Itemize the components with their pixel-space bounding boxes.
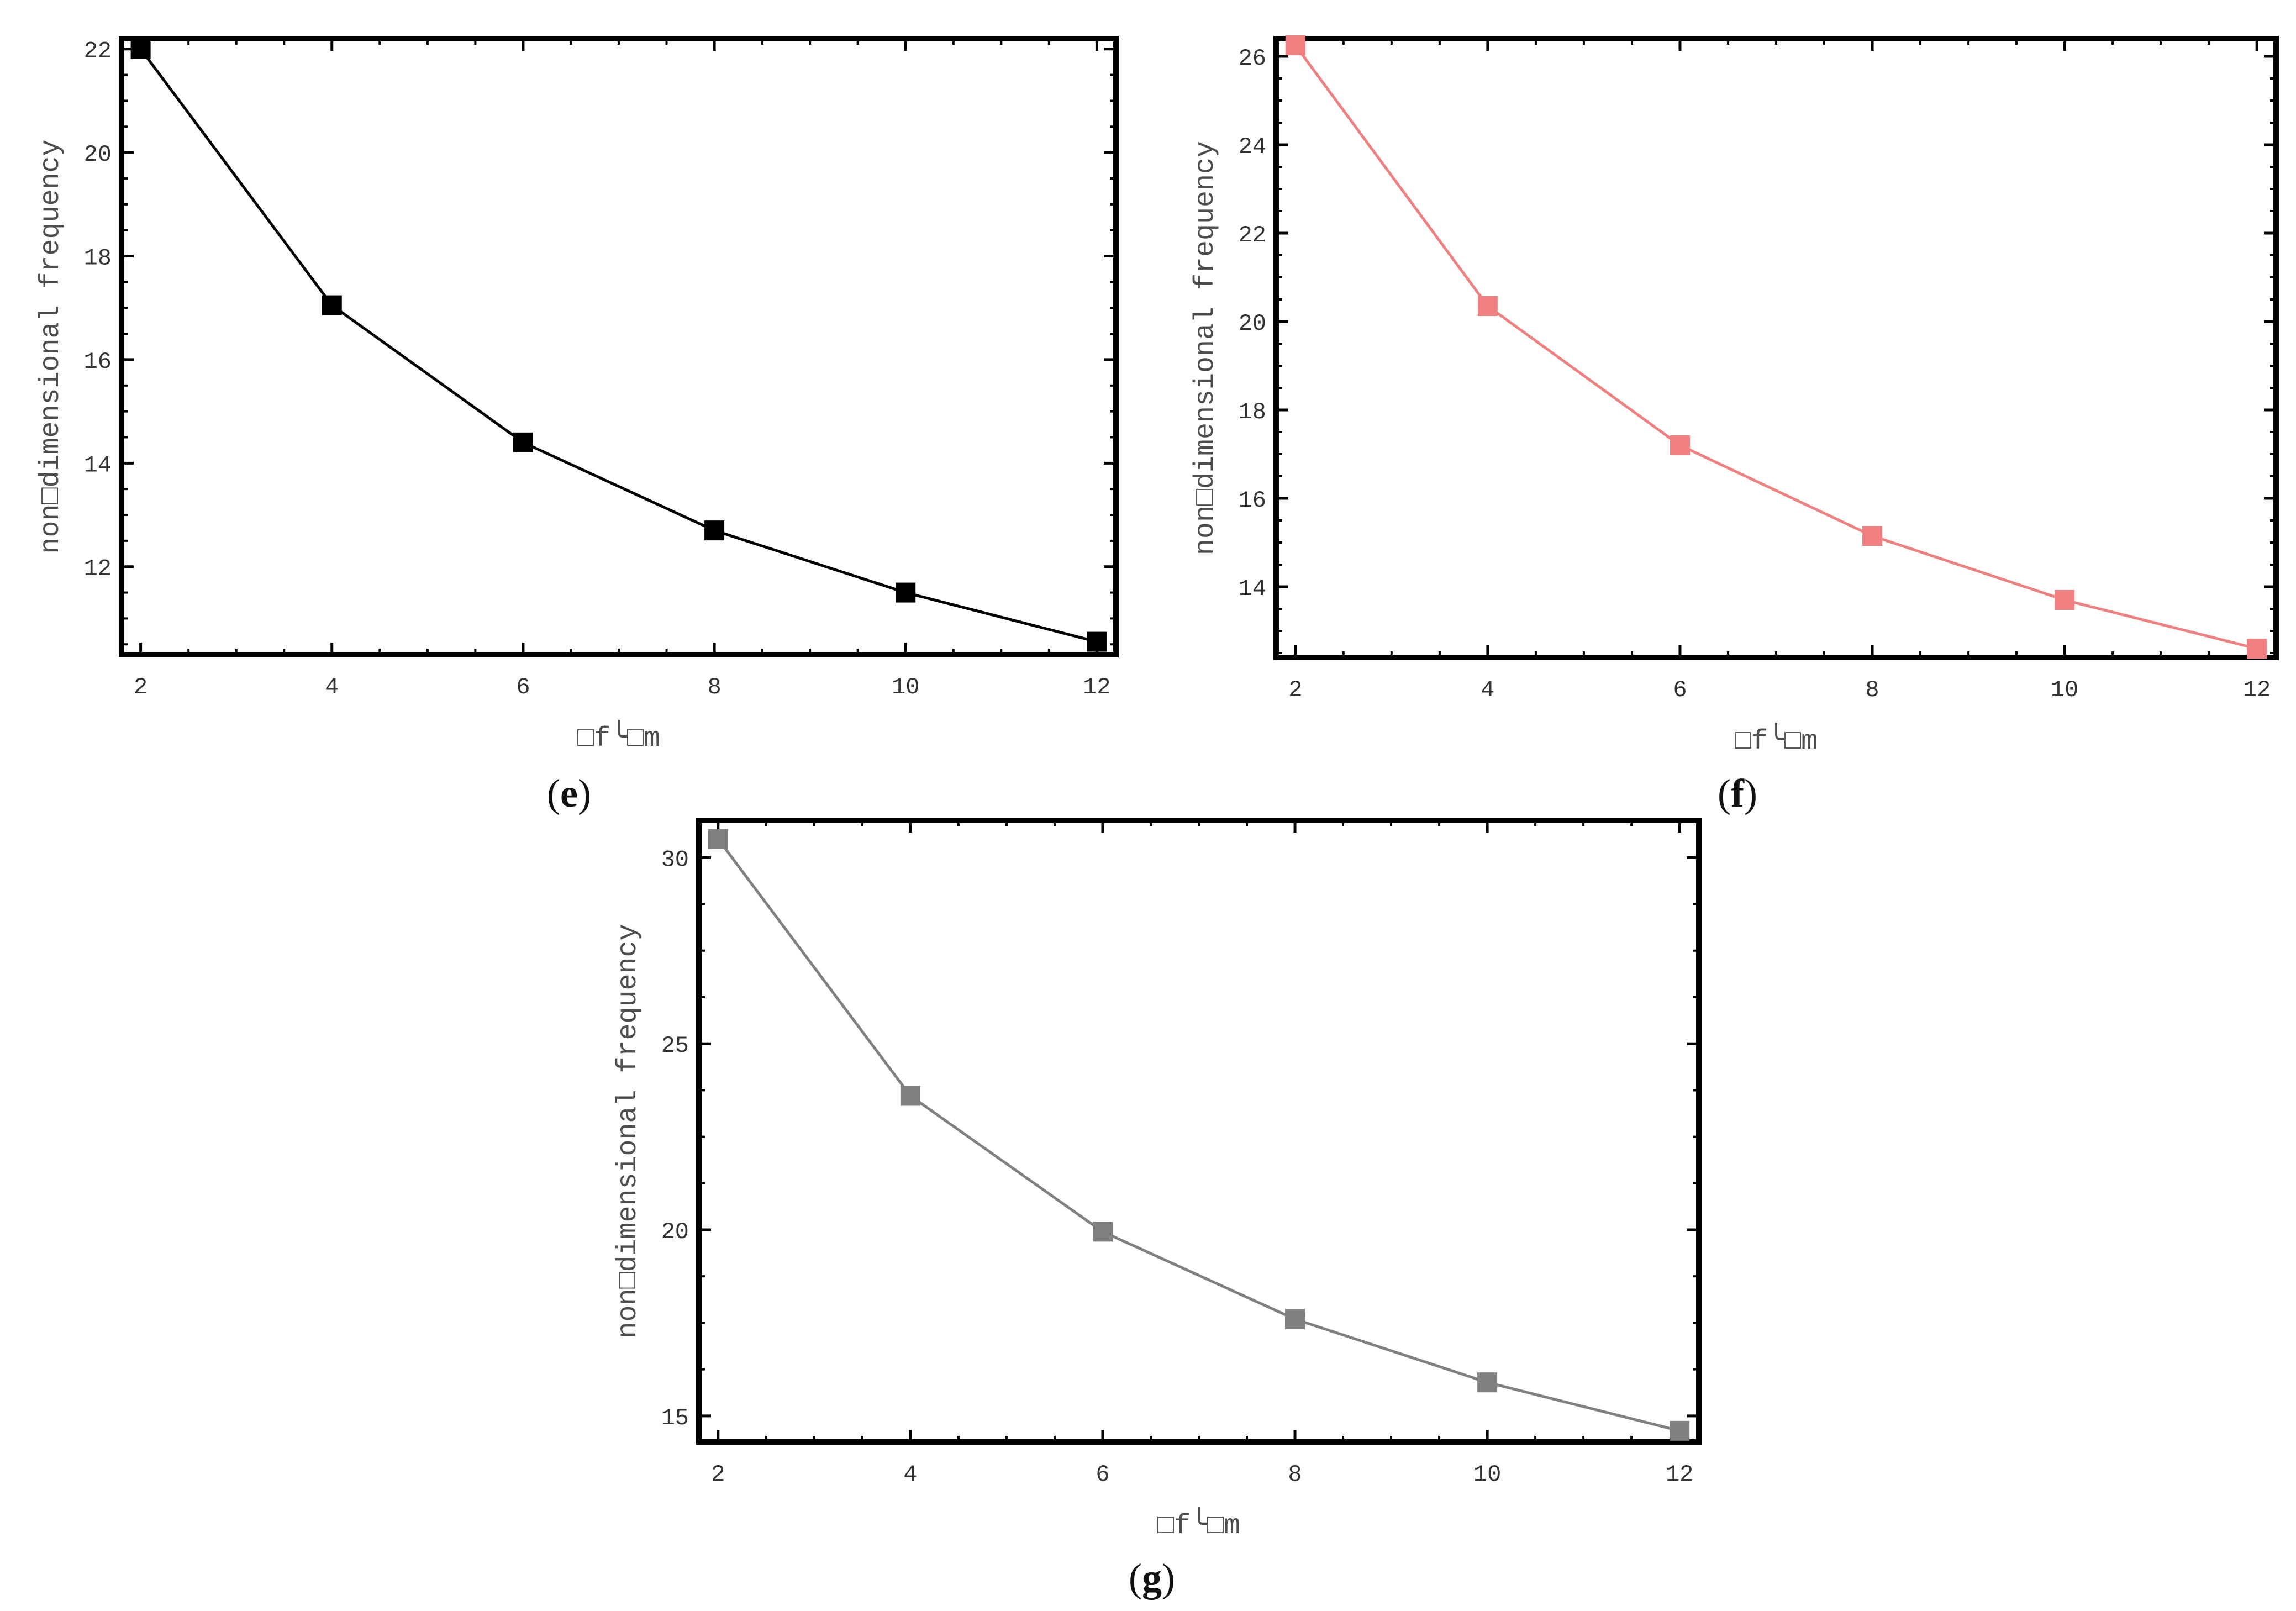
x-tick-label: 8 <box>1288 1461 1302 1488</box>
x-axis-title: □f╰□m <box>577 720 660 755</box>
series-line <box>1294 44 2257 650</box>
y-tick-label: 25 <box>661 1033 689 1059</box>
y-tick-label: 30 <box>661 846 689 873</box>
x-tick-label: 10 <box>2051 677 2078 703</box>
y-tick-label: 22 <box>1239 222 1266 249</box>
data-point-marker <box>1670 435 1690 455</box>
data-point-marker <box>2055 590 2075 610</box>
plot-frame <box>1273 36 2279 660</box>
panel-label: (g) <box>1129 1556 1175 1600</box>
data-point-marker <box>704 520 725 541</box>
y-tick-label: 20 <box>84 141 112 168</box>
y-tick-label: 12 <box>84 556 112 582</box>
y-axis-title: non□dimensional frequency <box>1190 141 1221 555</box>
chart-panel-g: 2 4 6 8 10 12 15 20 25 30 non□dimensional frequenc… <box>613 818 1702 1600</box>
y-axis-title: non□dimensional frequency <box>35 139 67 554</box>
data-point-marker <box>1477 296 1498 316</box>
x-tick-label: 4 <box>325 674 339 701</box>
data-point-marker <box>1285 1309 1305 1329</box>
y-tick-label: 15 <box>661 1405 689 1431</box>
x-tick-label: 10 <box>1473 1461 1501 1488</box>
x-tick-label: 6 <box>1673 677 1687 703</box>
x-tick-label: 2 <box>1288 677 1302 703</box>
x-tick-label: 10 <box>892 674 919 701</box>
data-point-marker <box>1670 1420 1690 1441</box>
x-tick-label: 8 <box>1865 677 1879 703</box>
y-tick-label: 18 <box>84 245 112 272</box>
y-tick-label: 24 <box>1239 134 1266 160</box>
y-tick-label: 20 <box>1239 310 1266 337</box>
x-tick-label: 12 <box>1083 674 1110 701</box>
y-tick-label: 14 <box>84 452 112 478</box>
series-line <box>717 838 1680 1433</box>
x-tick-label: 4 <box>1481 677 1494 703</box>
y-tick-label: 14 <box>1239 576 1266 602</box>
x-axis-title: □f╰□m <box>1735 723 1818 757</box>
x-tick-label: 4 <box>903 1461 917 1488</box>
y-tick-label: 22 <box>84 38 112 65</box>
y-tick-label: 16 <box>84 349 112 375</box>
x-tick-label: 2 <box>711 1461 725 1488</box>
plot-frame <box>119 36 1119 657</box>
x-tick-label: 6 <box>1096 1461 1109 1488</box>
data-point-marker <box>708 829 728 849</box>
data-point-marker <box>1285 35 1305 55</box>
x-axis-title: □f╰□m <box>1157 1507 1240 1542</box>
data-point-marker <box>322 295 342 315</box>
plot-frame <box>696 818 1702 1445</box>
x-tick-label: 6 <box>516 674 530 701</box>
panel-label: (f) <box>1718 771 1757 815</box>
x-tick-label: 12 <box>1666 1461 1693 1488</box>
x-tick-label: 2 <box>134 674 148 701</box>
y-tick-label: 16 <box>1239 487 1266 514</box>
y-axis-title: non□dimensional frequency <box>613 924 644 1338</box>
series-line <box>139 48 1098 643</box>
x-tick-label: 8 <box>707 674 721 701</box>
chart-panel-e: 2 4 6 8 10 12 12 14 16 18 20 22 non□dimensional freq… <box>35 36 1119 815</box>
data-point-marker <box>896 582 916 603</box>
data-point-marker <box>130 39 151 59</box>
y-tick-label: 20 <box>661 1219 689 1245</box>
y-tick-label: 18 <box>1239 399 1266 425</box>
data-point-marker <box>1092 1222 1113 1242</box>
data-point-marker <box>1477 1372 1498 1393</box>
data-point-marker <box>513 432 533 452</box>
data-point-marker <box>2247 639 2267 659</box>
panel-label: (e) <box>547 771 591 815</box>
data-point-marker <box>1087 631 1107 652</box>
data-point-marker <box>1862 526 1883 546</box>
y-tick-label: 26 <box>1239 45 1266 72</box>
data-point-marker <box>900 1086 920 1106</box>
x-tick-label: 12 <box>2243 677 2271 703</box>
